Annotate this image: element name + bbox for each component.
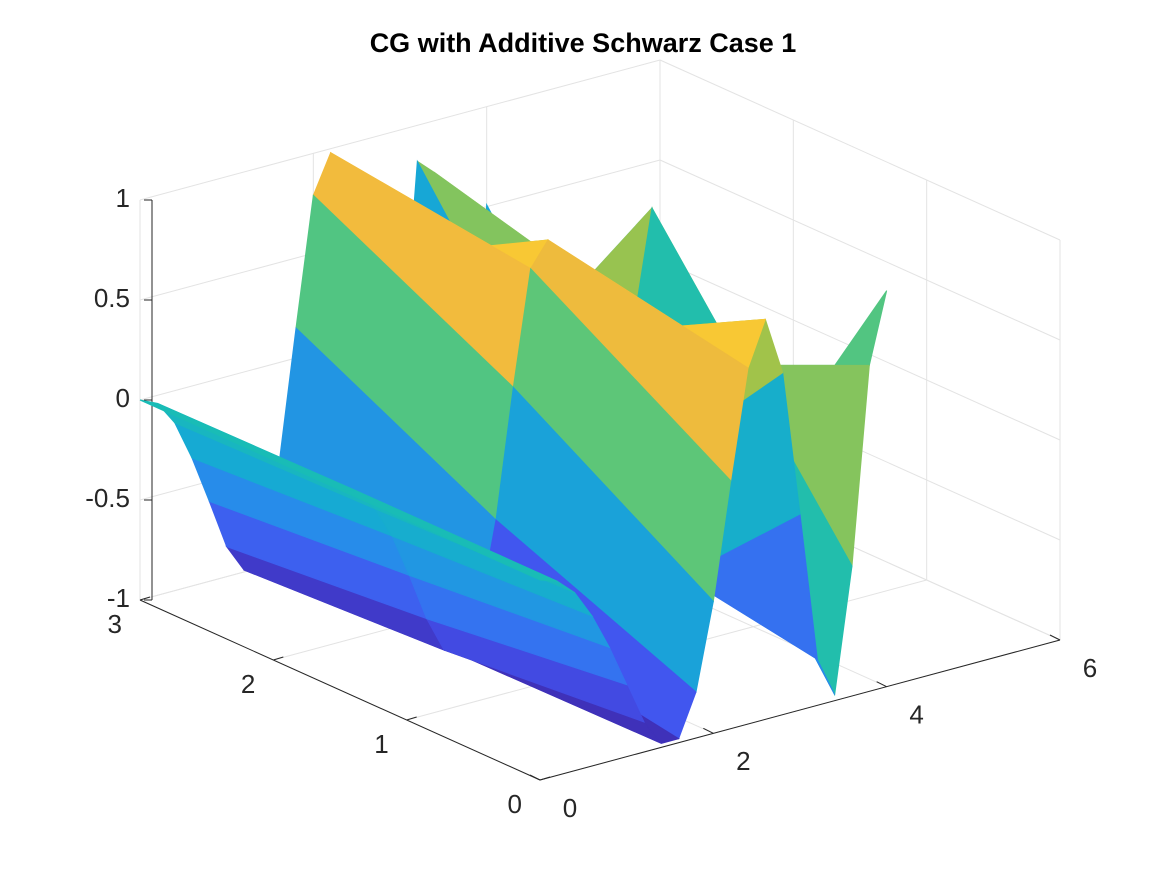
x-axis: [539, 639, 1061, 781]
y-axis: [139, 599, 541, 781]
grid-line: [659, 59, 1061, 241]
x-tick: [529, 774, 541, 781]
y-tick: [406, 716, 417, 721]
z-tick-label: -0.5: [85, 483, 130, 513]
chart-title: CG with Additive Schwarz Case 1: [370, 28, 797, 58]
z-tick-label: 0.5: [94, 283, 130, 313]
x-tick: [1049, 634, 1061, 641]
y-tick-label: 0: [508, 789, 522, 819]
x-tick-label: 4: [909, 700, 923, 730]
z-tick-label: 0: [116, 383, 130, 413]
z-tick-label: -1: [107, 583, 130, 613]
y-tick-label: 1: [374, 729, 388, 759]
y-tick: [273, 656, 284, 661]
y-tick-label: 3: [108, 609, 122, 639]
x-tick-label: 0: [563, 793, 577, 823]
y-tick: [539, 776, 551, 781]
y-tick: [139, 596, 151, 601]
x-tick-label: 6: [1083, 653, 1097, 683]
grid-line: [659, 159, 1061, 341]
x-tick: [703, 727, 714, 734]
z-tick-label: 1: [116, 183, 130, 213]
grid-line: [139, 59, 661, 201]
x-tick: [876, 681, 887, 688]
x-tick-label: 2: [736, 746, 750, 776]
y-tick-label: 2: [241, 669, 255, 699]
surface-patch: [339, 489, 558, 582]
